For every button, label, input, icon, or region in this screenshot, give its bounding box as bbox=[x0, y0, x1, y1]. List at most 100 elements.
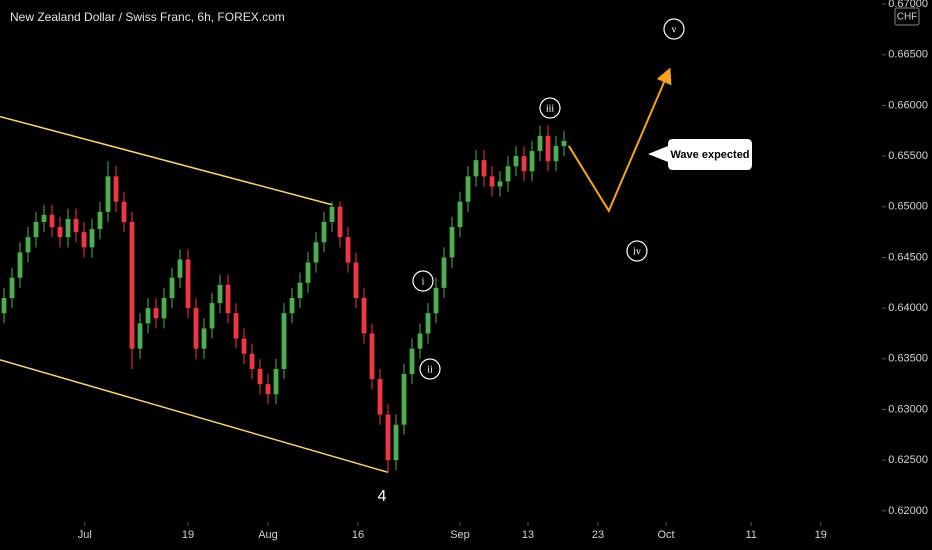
y-tick-label: 0.66000 bbox=[888, 99, 928, 111]
x-tick-label: Jul bbox=[78, 529, 92, 541]
candle-body bbox=[473, 160, 479, 177]
candle-body bbox=[17, 252, 23, 278]
candle-body bbox=[113, 176, 119, 202]
candle-body bbox=[25, 237, 31, 253]
candle-body bbox=[177, 259, 183, 278]
callout-text: Wave expected bbox=[670, 149, 749, 161]
candle-body bbox=[345, 237, 351, 263]
candle-body bbox=[361, 297, 367, 334]
candle-body bbox=[241, 338, 247, 354]
projection-line bbox=[567, 67, 672, 213]
candle-body bbox=[209, 303, 215, 329]
candle-body bbox=[57, 227, 63, 238]
wave-circle bbox=[412, 270, 434, 292]
candle-body bbox=[329, 206, 335, 222]
candle-body bbox=[33, 221, 39, 238]
x-tick-label: 23 bbox=[592, 529, 604, 541]
candle-body bbox=[89, 229, 95, 248]
candle-body bbox=[553, 145, 559, 162]
candle-body bbox=[545, 135, 551, 162]
y-tick-label: 0.67000 bbox=[888, 0, 928, 10]
candle-body bbox=[305, 262, 311, 283]
x-tick-label: 13 bbox=[522, 529, 534, 541]
candle-body bbox=[393, 424, 399, 461]
candle-body bbox=[273, 368, 279, 395]
callout-box bbox=[648, 139, 752, 170]
candle-body bbox=[169, 277, 175, 298]
y-tick-label: 0.63000 bbox=[888, 403, 928, 415]
wave-label: v bbox=[672, 24, 677, 35]
y-tick-label: 0.62500 bbox=[888, 454, 928, 466]
x-tick-label: 11 bbox=[745, 529, 756, 541]
wave-label: iii bbox=[546, 103, 555, 114]
candle-body bbox=[297, 282, 303, 298]
x-tick-label: Sep bbox=[450, 529, 470, 541]
candle-body bbox=[513, 156, 519, 167]
candle-body bbox=[417, 333, 423, 349]
x-tick-label: 19 bbox=[815, 529, 827, 541]
x-tick-label: Aug bbox=[258, 529, 278, 541]
y-tick-label: 0.66500 bbox=[888, 49, 928, 61]
candle-body bbox=[521, 156, 527, 172]
candle-body bbox=[121, 201, 127, 222]
candle-body bbox=[489, 176, 495, 187]
candle-body bbox=[529, 151, 535, 172]
candle-body bbox=[41, 214, 47, 222]
candle-body bbox=[249, 353, 255, 369]
candle-body bbox=[233, 313, 239, 339]
candle-body bbox=[537, 135, 543, 152]
trend-line bbox=[0, 359, 389, 474]
wave-circle bbox=[419, 358, 441, 380]
wave-label: iv bbox=[633, 246, 641, 257]
candle-body bbox=[401, 374, 407, 425]
candle-body bbox=[97, 211, 103, 230]
chart-title: New Zealand Dollar / Swiss Franc, 6h, FO… bbox=[10, 10, 285, 24]
y-tick-label: 0.65500 bbox=[888, 150, 928, 162]
candle-body bbox=[153, 308, 159, 319]
y-tick-label: 0.64000 bbox=[888, 302, 928, 314]
candle-body bbox=[1, 297, 7, 314]
candle-body bbox=[321, 221, 327, 243]
wave-label: 4 bbox=[378, 488, 387, 505]
candle-body bbox=[185, 259, 191, 309]
x-tick-label: Oct bbox=[657, 529, 674, 541]
x-tick-label: 19 bbox=[182, 529, 194, 541]
candle-body bbox=[369, 333, 375, 380]
candle-body bbox=[265, 384, 271, 395]
candle-body bbox=[441, 257, 447, 288]
candle-body bbox=[201, 328, 207, 349]
candle-body bbox=[137, 323, 143, 349]
currency-box bbox=[894, 7, 920, 26]
wave-label: ii bbox=[427, 364, 433, 375]
candle-body bbox=[193, 308, 199, 349]
candle-body bbox=[377, 379, 383, 415]
wave-label: i bbox=[422, 276, 425, 287]
wave-circle bbox=[663, 18, 685, 40]
candle-body bbox=[65, 218, 71, 238]
candle-body bbox=[49, 214, 55, 228]
candle-body bbox=[9, 277, 15, 298]
candle-body bbox=[409, 348, 415, 375]
candle-body bbox=[385, 414, 391, 461]
candle-body bbox=[225, 284, 231, 314]
candle-body bbox=[281, 313, 287, 369]
y-tick-label: 0.63500 bbox=[888, 353, 928, 365]
wave-circle bbox=[539, 97, 561, 119]
candle-body bbox=[81, 232, 87, 248]
y-tick-label: 0.65000 bbox=[888, 201, 928, 213]
candle-body bbox=[337, 206, 343, 238]
candle-body bbox=[129, 221, 135, 349]
candle-body bbox=[481, 160, 487, 177]
wave-circle bbox=[626, 240, 648, 262]
candle-body bbox=[217, 284, 223, 304]
trend-line bbox=[0, 115, 333, 206]
y-tick-label: 0.62000 bbox=[888, 505, 928, 517]
candle-body bbox=[457, 201, 463, 228]
currency: CHF bbox=[897, 12, 918, 23]
candle-body bbox=[313, 242, 319, 263]
y-tick-label: 0.64500 bbox=[888, 251, 928, 263]
candle-body bbox=[465, 176, 471, 202]
